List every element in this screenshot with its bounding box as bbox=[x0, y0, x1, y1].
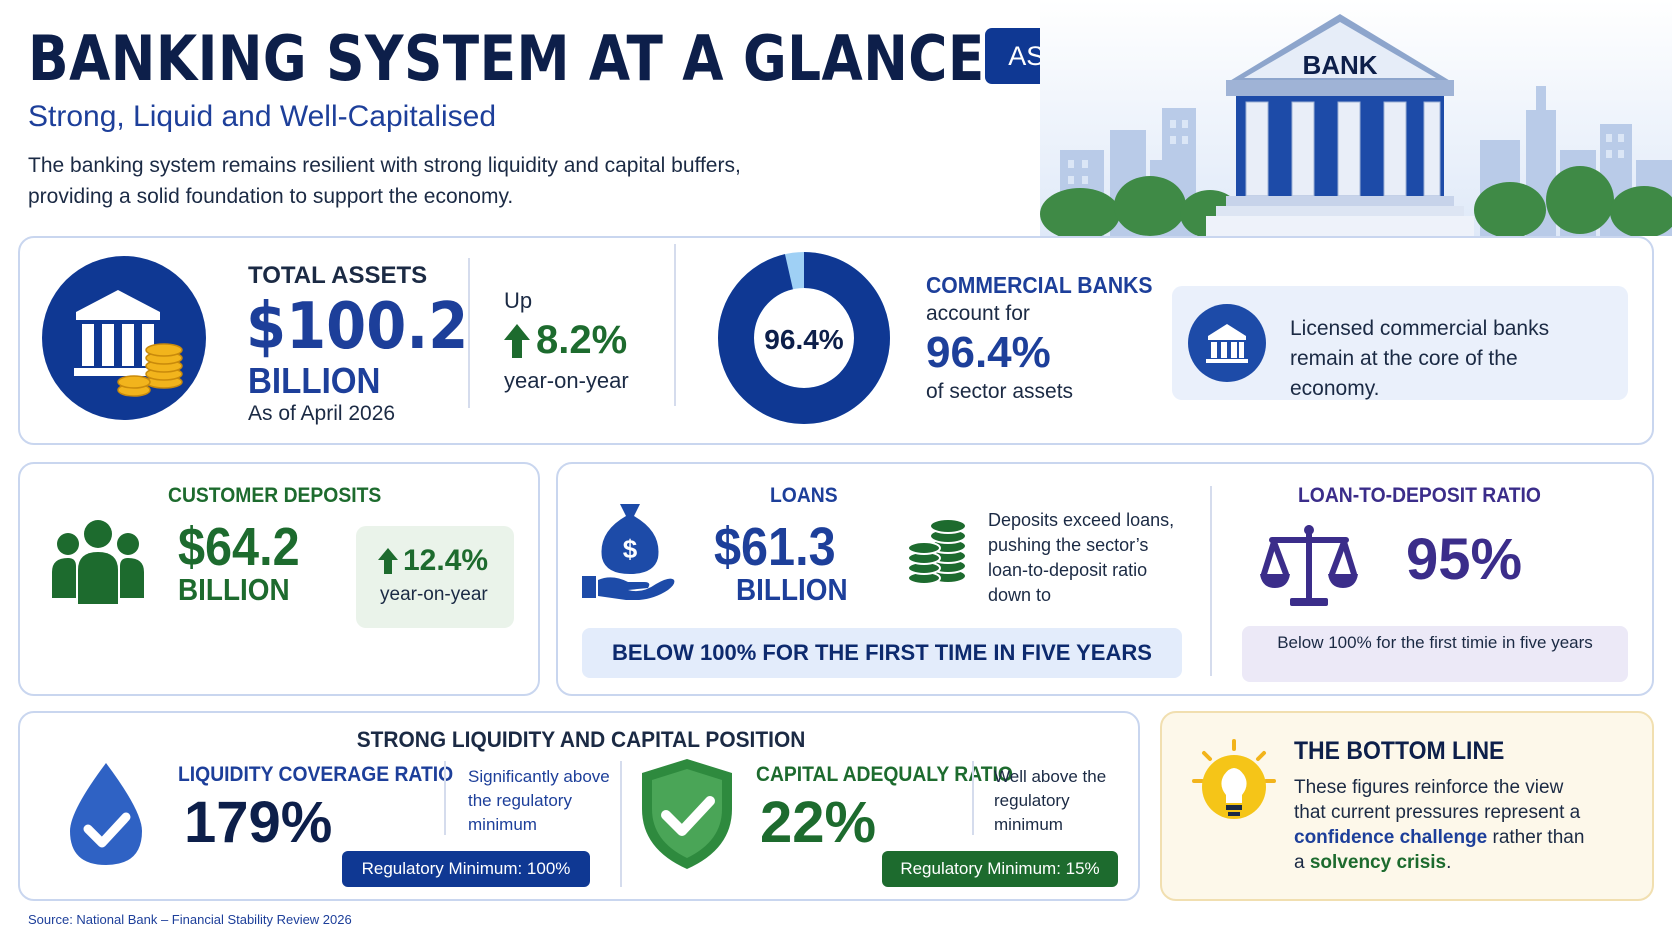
bottom-line-text: These figures reinforce the view that cu… bbox=[1294, 775, 1594, 875]
coin-stack-icon bbox=[907, 518, 967, 585]
total-assets-value: $100.2 bbox=[246, 290, 469, 364]
highlight-confidence-challenge: confidence challenge bbox=[1294, 827, 1488, 848]
water-drop-check-icon bbox=[70, 763, 142, 865]
bank-coins-icon bbox=[42, 256, 206, 420]
commercial-banks-donut: 96.4% bbox=[718, 252, 890, 424]
money-bag-hand-icon: $ bbox=[582, 504, 675, 600]
bank-building-illustration: BANK bbox=[1040, 0, 1672, 236]
svg-text:$: $ bbox=[623, 534, 638, 564]
divider bbox=[674, 244, 676, 406]
total-assets-as-of: As of April 2026 bbox=[248, 402, 396, 425]
commercial-banks-title: COMMERCIAL BANKS bbox=[926, 272, 1153, 298]
divider bbox=[444, 761, 446, 835]
total-assets-label: TOTAL ASSETS bbox=[248, 262, 428, 289]
commercial-banks-note-text: Licensed commercial banks remain at the … bbox=[1290, 317, 1550, 400]
deposits-value: $64.2 bbox=[178, 517, 300, 577]
assets-up-label: Up bbox=[504, 288, 533, 313]
lcr-title: LIQUIDITY COVERAGE RATIO bbox=[178, 763, 454, 786]
people-icon bbox=[52, 520, 144, 604]
deposits-growth-value: 12.4% bbox=[403, 544, 489, 577]
loans-value: $61.3 bbox=[714, 517, 836, 577]
bottom-line-text-1: These figures reinforce the view that cu… bbox=[1294, 777, 1581, 823]
divider bbox=[1210, 486, 1212, 676]
total-assets-card: TOTAL ASSETS $100.2 BILLION As of April … bbox=[18, 236, 1654, 445]
donut-label: 96.4% bbox=[764, 324, 843, 355]
car-title: CAPITAL ADEQUALY RATIO bbox=[756, 763, 1013, 786]
loans-unit: BILLION bbox=[736, 572, 848, 607]
loans-description: Deposits exceed loans, pushing the secto… bbox=[988, 510, 1175, 605]
balance-scale-icon bbox=[1260, 525, 1358, 606]
ldr-note: Below 100% for the first timie in five y… bbox=[1242, 626, 1628, 682]
highlight-solvency-crisis: solvency crisis bbox=[1309, 852, 1447, 873]
assets-growth: 8.2% bbox=[504, 318, 627, 363]
liquidity-capital-card: STRONG LIQUIDITY AND CAPITAL POSITION LI… bbox=[18, 711, 1140, 901]
commercial-banks-account-for: account for bbox=[926, 302, 1030, 325]
car-note: Well above the regulatory minimum bbox=[994, 767, 1107, 834]
deposits-growth: 12.4% bbox=[378, 544, 488, 578]
deposits-growth-box: 12.4% year-on-year bbox=[356, 526, 514, 628]
commercial-banks-share: 96.4% bbox=[926, 328, 1051, 377]
page-title: BANKING SYSTEM AT A GLANCE bbox=[28, 22, 985, 95]
car-value: 22% bbox=[760, 790, 877, 855]
commercial-banks-of-assets: of sector assets bbox=[926, 380, 1074, 403]
deposits-title: CUSTOMER DEPOSITS bbox=[168, 484, 382, 507]
bottom-line-text-2: rather than a bbox=[1294, 827, 1585, 873]
commercial-banks-note: Licensed commercial banks remain at the … bbox=[1172, 286, 1628, 400]
customer-deposits-card: CUSTOMER DEPOSITS $64.2 BILLION 12.4% ye… bbox=[18, 462, 540, 696]
bank-icon bbox=[1188, 304, 1266, 382]
lcr-value: 179% bbox=[184, 790, 333, 855]
arrow-up-icon bbox=[504, 323, 530, 358]
bank-sign: BANK bbox=[1302, 50, 1377, 80]
arrow-up-icon bbox=[378, 548, 398, 574]
bottom-line-text-3: . bbox=[1446, 852, 1452, 873]
liquidity-header: STRONG LIQUIDITY AND CAPITAL POSITION bbox=[356, 727, 806, 752]
divider bbox=[468, 258, 470, 408]
ldr-title: LOAN-TO-DEPOSIT RATIO bbox=[1298, 484, 1541, 507]
lcr-note: Significantly above the regulatory minim… bbox=[468, 767, 610, 834]
car-minimum-badge: Regulatory Minimum: 15% bbox=[882, 851, 1118, 887]
source-note: Source: National Bank – Financial Stabil… bbox=[28, 912, 352, 927]
deposits-growth-period: year-on-year bbox=[380, 584, 488, 605]
bottom-line-card: THE BOTTOM LINE These figures reinforce … bbox=[1160, 711, 1654, 901]
shield-check-icon bbox=[642, 759, 732, 869]
loans-banner: BELOW 100% FOR THE FIRST TIME IN FIVE YE… bbox=[582, 628, 1182, 678]
deposits-unit: BILLION bbox=[178, 572, 290, 607]
ldr-value: 95% bbox=[1406, 527, 1523, 592]
page-subtitle: Strong, Liquid and Well-Capitalised bbox=[28, 100, 497, 133]
loans-card: $ LOANS $61.3 BILLION Deposits exceed lo… bbox=[556, 462, 1654, 696]
loans-title: LOANS bbox=[770, 484, 838, 507]
lightbulb-icon bbox=[1192, 739, 1276, 819]
lcr-minimum-badge: Regulatory Minimum: 100% bbox=[342, 851, 590, 887]
intro-text: The banking system remains resilient wit… bbox=[28, 154, 741, 208]
bottom-line-title: THE BOTTOM LINE bbox=[1294, 737, 1505, 765]
assets-growth-period: year-on-year bbox=[504, 368, 629, 393]
divider bbox=[972, 761, 974, 835]
total-assets-unit: BILLION bbox=[248, 360, 381, 401]
divider bbox=[620, 761, 622, 887]
assets-growth-value: 8.2% bbox=[536, 318, 628, 362]
